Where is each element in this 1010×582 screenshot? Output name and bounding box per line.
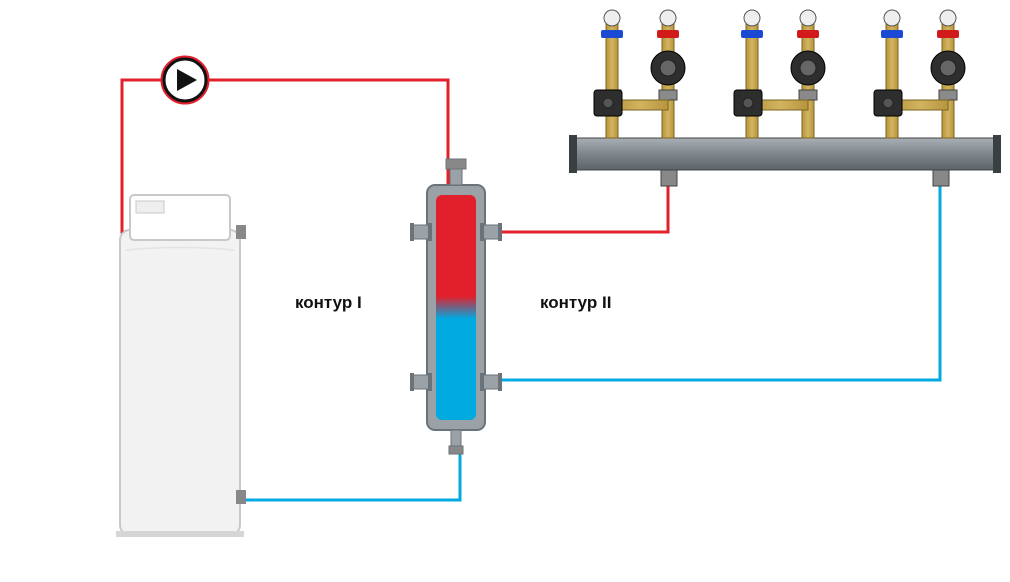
manifold [569,135,1001,186]
hydraulic-separator [410,159,502,454]
label-loop2: контур II [540,293,611,312]
pump-group [594,10,685,138]
pump-group [734,10,825,138]
boiler [116,195,246,537]
cold-pipe-loop2 [480,169,940,380]
pump-group [874,10,965,138]
hot-pipe-loop2 [480,169,668,232]
diagram-canvas: контур I контур II [0,0,1010,582]
label-loop1: контур I [295,293,362,312]
